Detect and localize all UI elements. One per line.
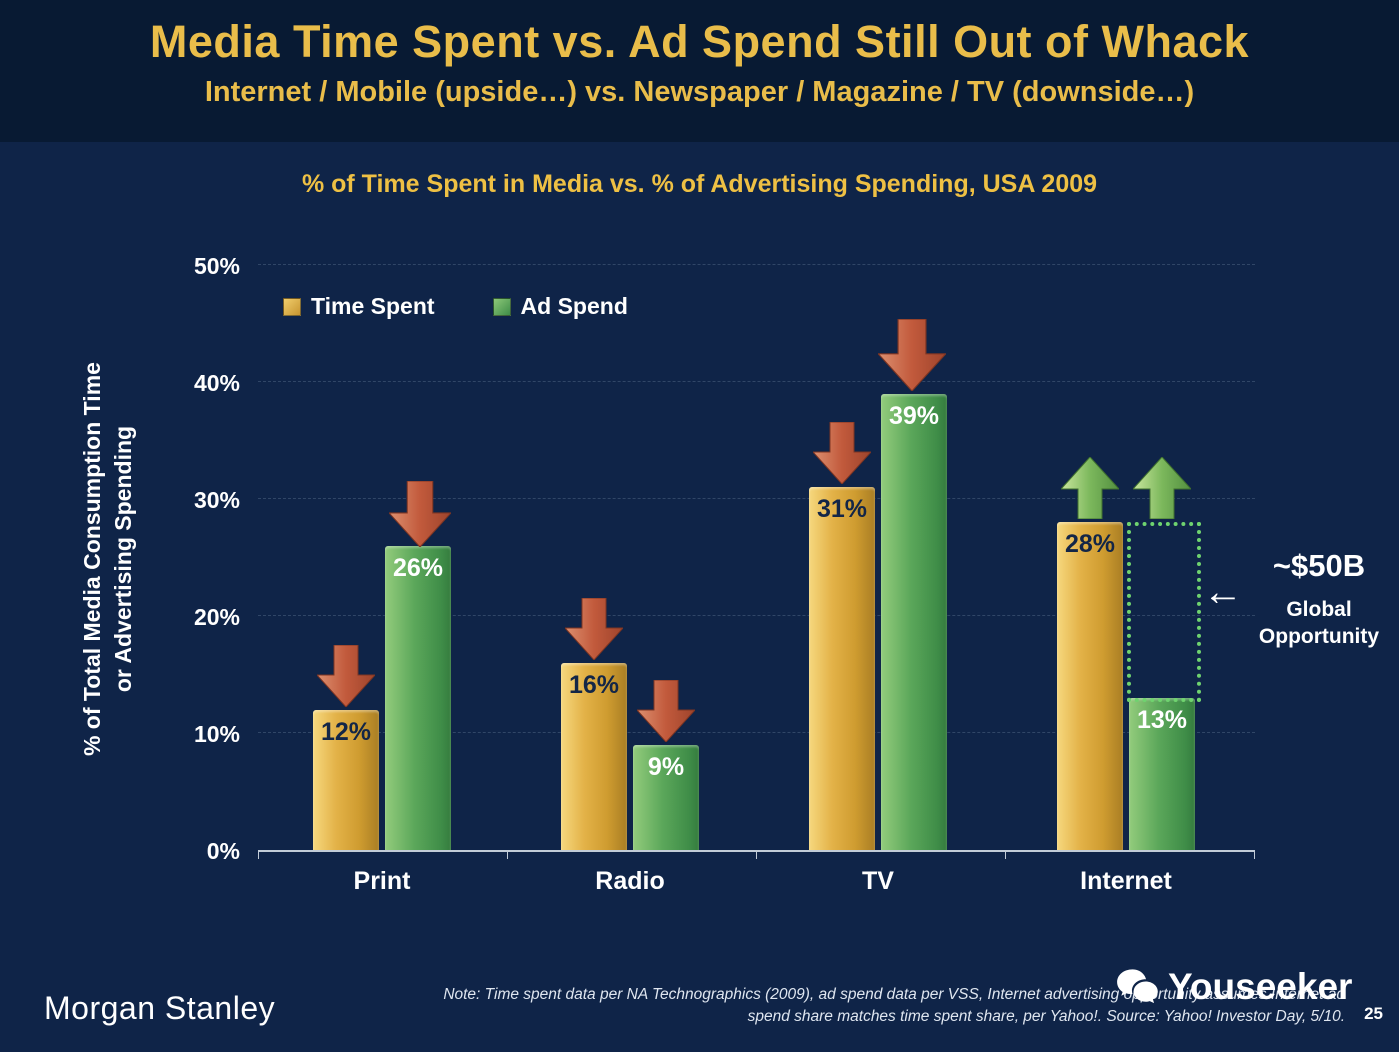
bar-value-label: 12%	[320, 718, 372, 746]
axis-tick	[1254, 851, 1255, 859]
bar-time-spent-radio: 16%	[561, 663, 627, 850]
down-arrow-icon	[813, 422, 871, 484]
plot-area: Time Spent Ad Spend 12% 26% 16% 9%	[258, 264, 1255, 859]
down-arrow-icon	[317, 645, 375, 707]
annotation-label: Global Opportunity	[1240, 596, 1398, 651]
legend: Time Spent Ad Spend	[283, 293, 628, 320]
y-tick-label-0: 0%	[206, 838, 240, 864]
footnote-line2: spend share matches time spent share, pe…	[747, 1008, 1345, 1026]
legend-swatch-ad-spend	[492, 297, 511, 316]
category-label-internet: Internet	[1080, 867, 1172, 895]
gridline	[258, 264, 1255, 265]
annotation-value: ~$50B	[1272, 548, 1366, 583]
slide-subtitle: Internet / Mobile (upside…) vs. Newspape…	[204, 76, 1195, 108]
page-number: 25	[1364, 1004, 1383, 1023]
category-label-tv: TV	[862, 867, 894, 895]
y-tick-label-50: 50%	[193, 253, 240, 279]
bar-value-label: 16%	[568, 671, 620, 699]
y-tick-label-40: 40%	[193, 370, 240, 396]
category-label-radio: Radio	[595, 867, 665, 895]
y-axis-title-line1: % of Total Media Consumption Time	[78, 362, 105, 757]
down-arrow-icon	[389, 481, 451, 547]
footnote-line1: Note: Time spent data per NA Technograph…	[443, 986, 1345, 1003]
watermark: Youseeker	[1116, 966, 1352, 1008]
bar-group-tv: 31% 39%	[809, 394, 947, 850]
down-arrow-icon	[565, 598, 623, 660]
opportunity-annotation: ~$50B Global Opportunity	[1240, 548, 1398, 651]
bar-value-label: 9%	[647, 753, 685, 781]
chat-bubbles-icon	[1117, 969, 1158, 1004]
axis-tick	[258, 851, 259, 859]
chart-title: % of Time Spent in Media vs. % of Advert…	[301, 170, 1098, 198]
legend-label-ad-spend: Ad Spend	[520, 293, 628, 319]
bar-time-spent-tv: 31%	[809, 487, 875, 850]
annotation-label-line1: Global	[1286, 598, 1352, 621]
bar-time-spent-internet: 28%	[1057, 522, 1123, 850]
y-tick-label-20: 20%	[193, 604, 240, 630]
slide-title: Media Time Spent vs. Ad Spend Still Out …	[149, 16, 1250, 67]
footnote: Note: Time spent data per NA Technograph…	[285, 984, 1345, 1029]
legend-item-time-spent: Time Spent	[283, 293, 435, 320]
bar-value-label: 28%	[1064, 530, 1116, 558]
annotation-label-line2: Opportunity	[1258, 625, 1380, 649]
down-arrow-icon	[637, 680, 695, 742]
bar-ad-spend-tv: 39%	[881, 394, 947, 850]
bar-ad-spend-print: 26%	[385, 546, 451, 850]
axis-tick	[507, 851, 508, 859]
y-axis-title: % of Total Media Consumption Time or Adv…	[77, 279, 139, 839]
header: Media Time Spent vs. Ad Spend Still Out …	[0, 0, 1399, 142]
bar-value-label: 39%	[888, 402, 940, 430]
gridline	[258, 732, 1255, 733]
legend-label-time-spent: Time Spent	[311, 293, 435, 319]
bar-value-label: 31%	[816, 495, 868, 523]
up-arrow-icon	[1061, 457, 1119, 519]
bar-group-internet: 28% 13%	[1057, 522, 1195, 850]
axis-tick	[756, 851, 757, 859]
y-tick-label-10: 10%	[193, 721, 240, 747]
legend-item-ad-spend: Ad Spend	[492, 293, 628, 320]
brand-logo: Morgan Stanley	[44, 990, 276, 1026]
bar-group-radio: 16% 9%	[561, 663, 699, 850]
gridline	[258, 498, 1255, 499]
up-arrow-icon	[1133, 457, 1191, 519]
bar-value-label: 13%	[1136, 706, 1188, 734]
y-tick-label-30: 30%	[193, 487, 240, 513]
axis-tick	[1005, 851, 1006, 859]
y-axis-title-line2: or Advertising Spending	[110, 425, 136, 693]
gridline	[258, 615, 1255, 616]
bar-ad-spend-radio: 9%	[633, 745, 699, 850]
watermark-text: Youseeker	[1168, 966, 1353, 1007]
down-arrow-icon	[878, 319, 946, 391]
bar-ad-spend-internet: 13%	[1129, 698, 1195, 850]
bar-group-print: 12% 26%	[313, 546, 451, 850]
annotation-arrow-icon: ←	[1203, 570, 1243, 614]
gridline	[258, 381, 1255, 382]
category-label-print: Print	[353, 867, 411, 895]
bar-value-label: 26%	[392, 554, 444, 582]
legend-swatch-time-spent	[283, 297, 301, 316]
bar-time-spent-print: 12%	[313, 710, 379, 850]
opportunity-dashed-box	[1127, 522, 1201, 702]
